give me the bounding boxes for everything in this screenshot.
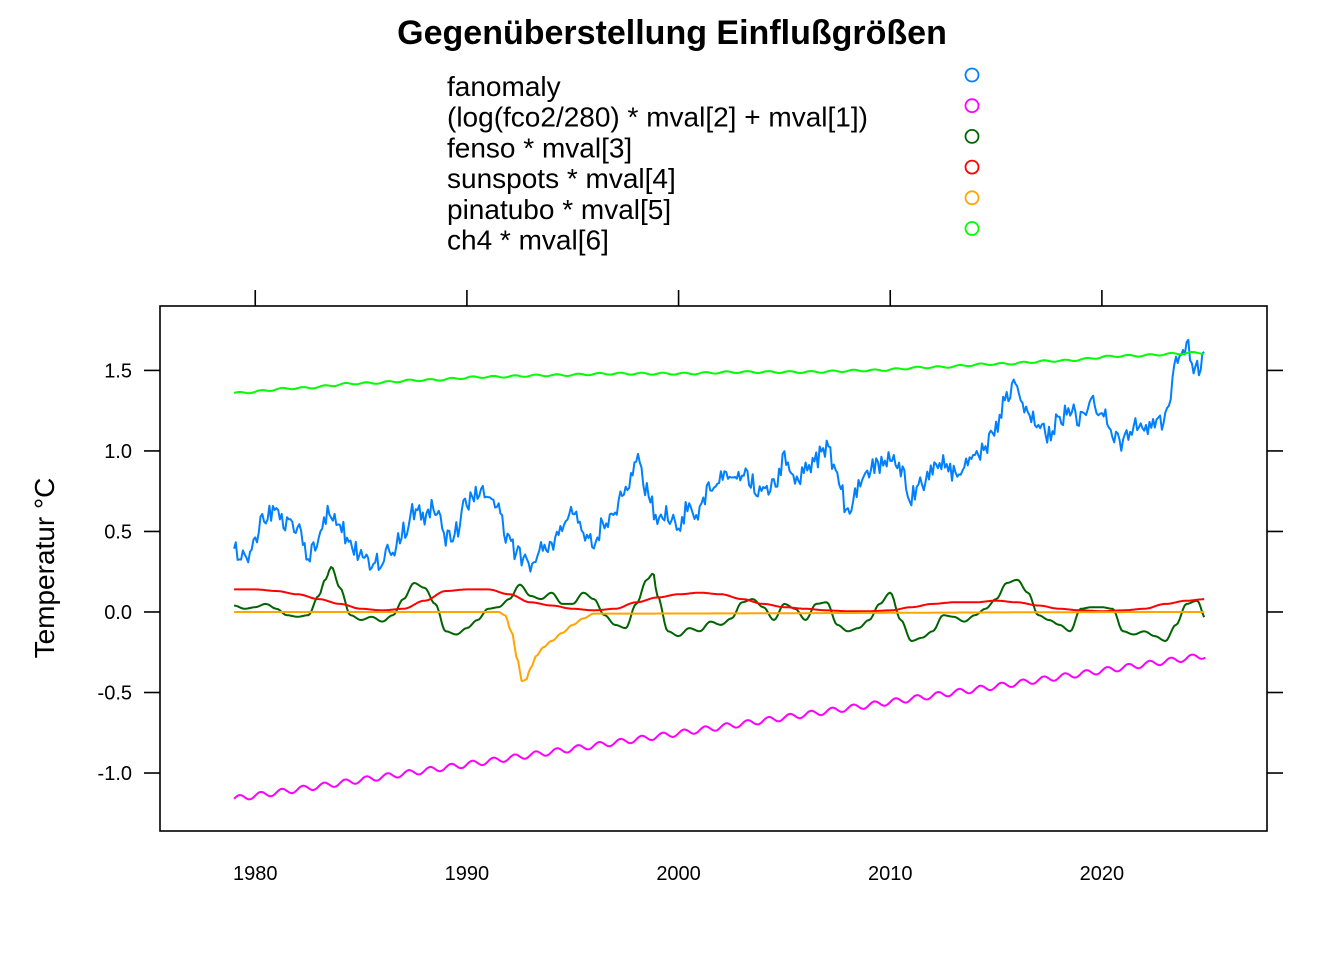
legend-marker-5 [964,221,980,236]
legend-label-5: ch4 * mval[6] [447,225,609,256]
y-tick-label--1: -1.0 [98,763,132,785]
x-tick-label-2010: 2010 [868,863,913,885]
axes-layer: 1980 1990 2000 2010 2020 -1.0 -0.5 0.0 0.5 1.0 1.5 [98,290,1283,885]
legend-label-3: sunspots * mval[4] [447,163,676,194]
series-layer [233,338,1206,801]
y-tick-label--0.5: -0.5 [98,683,132,705]
x-tick-label-1980: 1980 [233,863,278,885]
y-tick-label-0: 0.0 [104,602,132,624]
y-tick-label-1.5: 1.5 [104,360,132,382]
legend: fanomaly(log(fco2/280) * mval[2] + mval[… [447,67,980,256]
legend-label-4: pinatubo * mval[5] [447,194,671,225]
chart-title: Gegenüberstellung Einflußgrößen [397,14,947,52]
series-line-1 [233,653,1206,801]
legend-marker-1 [964,98,980,114]
plot-frame [159,305,1268,832]
x-tick-label-2000: 2000 [656,863,701,885]
x-tick-label-2020: 2020 [1080,863,1125,885]
legend-marker-0 [964,67,980,83]
series-line-3 [234,588,1205,613]
legend-marker-2 [964,128,980,144]
y-tick-label-0.5: 0.5 [104,521,132,543]
series-line-5 [233,351,1205,395]
legend-label-1: (log(fco2/280) * mval[2] + mval[1]) [447,102,868,133]
x-tick-label-1990: 1990 [445,863,490,885]
legend-label-2: fenso * mval[3] [447,132,632,163]
y-tick-label-1: 1.0 [104,441,132,463]
series-line-0 [233,338,1205,573]
y-axis-label: Temperatur °C [29,478,60,659]
legend-marker-3 [964,159,980,175]
series-line-4 [234,611,1205,682]
legend-label-0: fanomaly [447,71,561,102]
legend-marker-4 [964,190,980,206]
